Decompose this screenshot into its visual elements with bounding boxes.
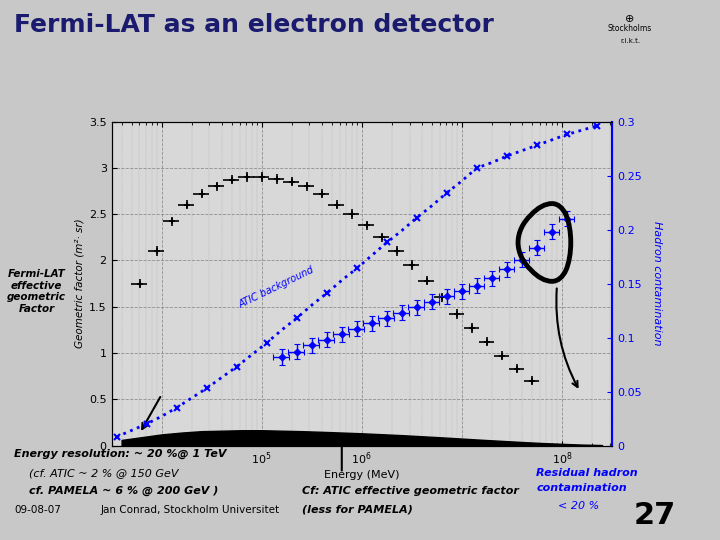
Y-axis label: Hadron contamination: Hadron contamination (652, 221, 662, 346)
Text: Fermi-LAT
effective
geometric
Factor: Fermi-LAT effective geometric Factor (7, 269, 66, 314)
X-axis label: Energy (MeV): Energy (MeV) (324, 470, 400, 480)
Text: < 20 %: < 20 % (558, 501, 599, 511)
Text: Jan Conrad, Stockholm Universitet: Jan Conrad, Stockholm Universitet (101, 505, 280, 515)
Text: 09-08-07: 09-08-07 (14, 505, 61, 515)
Text: ⊕: ⊕ (625, 14, 635, 24)
Text: Residual hadron: Residual hadron (536, 468, 638, 478)
Y-axis label: Geometric factor (m²· sr): Geometric factor (m²· sr) (75, 219, 85, 348)
Text: contamination: contamination (536, 483, 627, 494)
Text: 27: 27 (634, 501, 676, 530)
Text: Fermi-LAT as an electron detector: Fermi-LAT as an electron detector (14, 14, 494, 37)
Text: ATIC background: ATIC background (237, 265, 315, 310)
Text: Energy resolution: ~ 20 %@ 1 TeV: Energy resolution: ~ 20 %@ 1 TeV (14, 448, 227, 458)
Text: cf. PAMELA ~ 6 % @ 200 GeV ): cf. PAMELA ~ 6 % @ 200 GeV ) (29, 486, 218, 496)
Text: (less for PAMELA): (less for PAMELA) (302, 505, 413, 515)
Text: (cf. ATIC ~ 2 % @ 150 GeV: (cf. ATIC ~ 2 % @ 150 GeV (29, 468, 179, 478)
Text: r.i.k.t.: r.i.k.t. (620, 38, 640, 44)
Text: Stockholms: Stockholms (608, 24, 652, 33)
Text: Cf: ATIC effective geometric factor: Cf: ATIC effective geometric factor (302, 486, 519, 496)
